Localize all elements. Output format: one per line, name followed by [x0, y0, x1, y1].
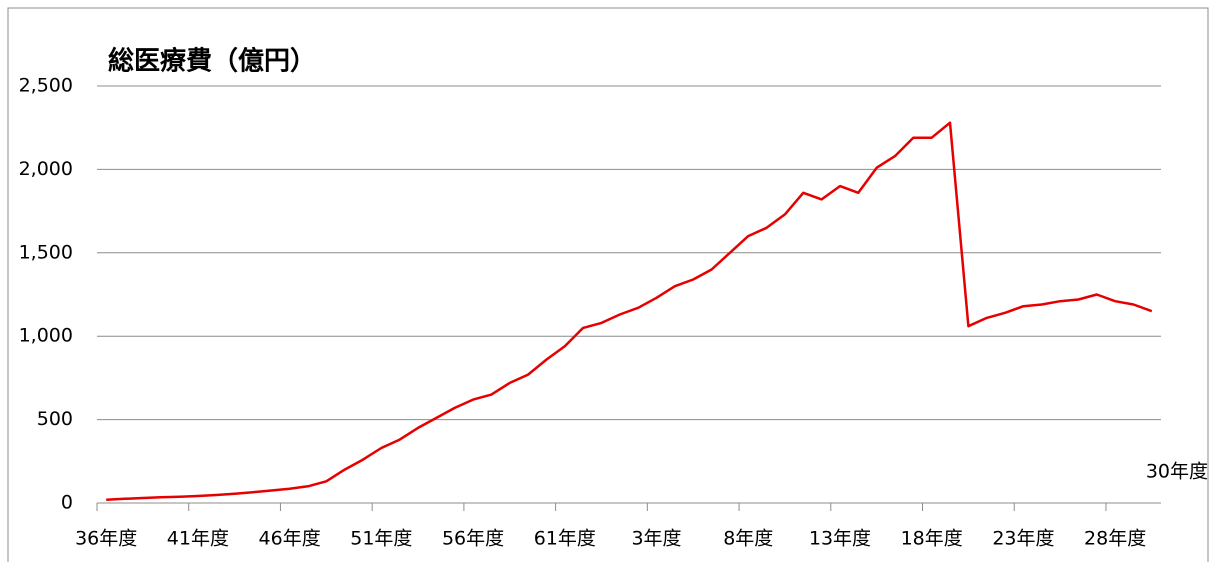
x-tick-label: 56年度 [442, 528, 504, 550]
y-tick-label: 1,500 [19, 241, 73, 263]
x-tick-label: 13年度 [809, 528, 871, 550]
chart-title: 総医療費（億円） [108, 46, 316, 77]
x-tick-label: 61年度 [534, 528, 596, 550]
x-tick-label: 28年度 [1084, 528, 1146, 550]
data-line [106, 121, 1153, 501]
y-tick-label: 2,000 [19, 158, 73, 180]
x-tick-label: 18年度 [901, 528, 963, 550]
x-tick-label: 51年度 [350, 528, 412, 550]
y-tick-label: 0 [61, 492, 73, 514]
x-tick-label: 3年度 [631, 528, 681, 550]
y-tick-label: 1,000 [19, 325, 73, 347]
chart-frame [7, 7, 1209, 562]
x-tick-label: 8年度 [723, 528, 773, 550]
x-tick-label: 30年度 [1146, 461, 1208, 483]
x-tick-label: 41年度 [167, 528, 229, 550]
x-tick-label: 46年度 [259, 528, 321, 550]
x-tick-label: 23年度 [992, 528, 1054, 550]
y-tick-label: 500 [37, 408, 73, 430]
y-tick-label: 2,500 [19, 75, 73, 97]
x-tick-label: 36年度 [75, 528, 137, 550]
